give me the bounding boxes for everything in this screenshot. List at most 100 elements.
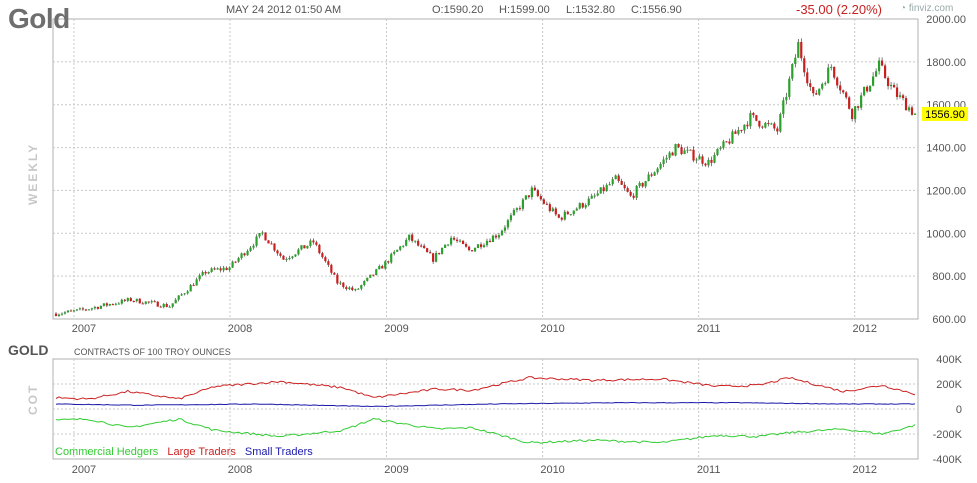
candle-body	[767, 122, 770, 124]
candle-body	[411, 234, 414, 241]
candle-body	[773, 123, 776, 129]
price-candle	[108, 303, 111, 307]
candle-body	[399, 246, 402, 250]
candle-body	[387, 261, 390, 263]
candle-body	[117, 303, 120, 305]
price-candle	[674, 143, 677, 157]
candle-body	[626, 188, 629, 192]
price-candle	[877, 57, 881, 75]
candle-body	[901, 95, 905, 99]
candle-body	[566, 211, 569, 215]
price-candle	[898, 91, 902, 99]
price-candle	[479, 242, 483, 250]
candle-body	[506, 220, 510, 228]
candle-body	[300, 245, 303, 250]
price-candle	[803, 55, 806, 77]
candle-body	[836, 77, 839, 86]
price-candle	[668, 151, 671, 160]
price-candle	[665, 154, 668, 163]
candle-body	[303, 245, 306, 249]
price-candle	[686, 146, 689, 154]
price-candle	[910, 105, 914, 116]
price-candle	[330, 263, 333, 275]
legend-large: Large Traders	[167, 446, 236, 458]
candle-body	[551, 208, 554, 212]
candle-body	[907, 107, 911, 111]
price-candle	[171, 303, 174, 309]
price-candle	[800, 38, 803, 61]
candle-body	[740, 129, 743, 131]
price-candle	[414, 240, 417, 244]
price-candle	[123, 298, 126, 303]
price-candle	[491, 234, 495, 243]
price-candle	[455, 237, 459, 243]
price-candle	[426, 247, 429, 253]
price-candle	[93, 305, 97, 310]
candle-body	[261, 232, 264, 234]
price-candle	[432, 252, 435, 264]
price-candle	[647, 171, 650, 182]
candle-body	[620, 180, 623, 185]
price-candle	[809, 79, 812, 91]
candle-body	[225, 267, 228, 270]
candle-body	[135, 298, 138, 302]
candle-body	[866, 86, 869, 92]
cot-subtitle: CONTRACTS OF 100 TROY OUNCES	[74, 347, 231, 357]
price-candle	[192, 283, 195, 286]
candle-body	[246, 250, 249, 256]
price-candle	[63, 311, 67, 315]
price-candle	[737, 126, 740, 136]
candle-body	[360, 285, 363, 289]
candle-body	[99, 305, 102, 309]
price-y-tick-label: 1000.00	[926, 228, 966, 240]
candle-body	[500, 230, 504, 236]
price-candle	[569, 213, 572, 216]
price-candle	[587, 196, 590, 207]
candle-body	[743, 124, 746, 131]
price-candle	[701, 154, 704, 167]
candle-body	[488, 240, 492, 243]
cot-x-tick-label: 2008	[228, 464, 252, 476]
price-candle	[536, 188, 539, 198]
candle-body	[800, 42, 803, 59]
price-candle	[904, 95, 908, 111]
price-candle	[524, 195, 528, 201]
candle-body	[913, 113, 917, 115]
candle-body	[60, 313, 64, 315]
price-candle	[378, 264, 381, 270]
price-candle	[566, 210, 569, 215]
price-candle	[66, 310, 70, 313]
candle-body	[818, 88, 821, 95]
price-candle	[294, 254, 297, 258]
price-candle	[446, 244, 450, 247]
candle-body	[210, 268, 213, 272]
price-candle	[689, 149, 692, 151]
price-candle	[449, 235, 453, 247]
candle-body	[665, 157, 668, 160]
candle-body	[198, 275, 201, 280]
candle-body	[180, 294, 183, 296]
candle-body	[153, 301, 156, 303]
price-candle	[99, 305, 102, 310]
price-candle	[111, 303, 114, 306]
last-price-label: 1556.90	[925, 109, 965, 121]
price-candle	[880, 57, 884, 67]
candle-body	[141, 303, 144, 305]
candle-body	[812, 86, 815, 94]
candle-body	[533, 187, 536, 191]
price-candle	[273, 243, 276, 253]
price-candle	[78, 307, 82, 311]
candle-body	[509, 215, 513, 221]
price-candle	[464, 242, 468, 248]
candle-body	[479, 244, 483, 248]
cot-line-large-traders	[55, 376, 916, 401]
candle-body	[524, 195, 528, 200]
price-candle	[719, 146, 722, 151]
finviz-logo-icon[interactable]: ◔ finviz.com	[900, 3, 954, 14]
price-candle	[554, 206, 557, 217]
price-candle	[252, 243, 255, 250]
candle-body	[725, 141, 728, 143]
price-candle	[144, 301, 147, 305]
price-candle	[246, 249, 249, 256]
candle-body	[895, 87, 899, 97]
